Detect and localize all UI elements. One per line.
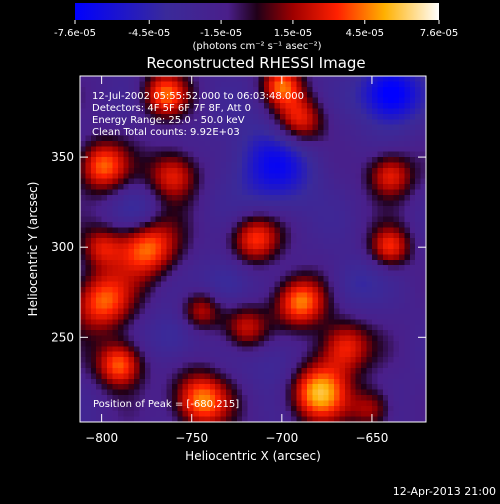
- plot-frame: [79, 75, 427, 423]
- colorbar-ticks: -7.6e-05 -4.5e-05 -1.5e-05 1.5e-05 4.5e-05 7.…: [54, 20, 458, 39]
- colorbar-tick-label: -7.6e-05: [54, 28, 96, 39]
- annotation-line: Detectors: 4F 5F 6F 7F 8F, Att 0: [92, 103, 251, 114]
- chart-title: Reconstructed RHESSI Image: [146, 54, 365, 72]
- y-tick-label: 300: [51, 240, 74, 254]
- annotations: 12-Jul-2002 05:55:52.000 to 06:03:48.000…: [92, 91, 304, 410]
- x-axis-label: Heliocentric X (arcsec): [185, 449, 321, 463]
- colorbar-gradient: [75, 3, 439, 20]
- x-tick-label: −700: [265, 431, 298, 445]
- colorbar-tick-label: 4.5e-05: [346, 28, 384, 39]
- x-tick-label: −650: [355, 431, 388, 445]
- x-tick-label: −750: [175, 431, 208, 445]
- y-axis: 250 300 350: [51, 150, 426, 344]
- peak-position-label: Position of Peak = [-680,215]: [93, 399, 239, 410]
- annotation-line: Energy Range: 25.0 - 50.0 keV: [92, 115, 245, 126]
- x-tick-label: −800: [85, 431, 118, 445]
- y-tick-label: 250: [51, 330, 74, 344]
- y-axis-label: Heliocentric Y (arcsec): [26, 182, 40, 317]
- colorbar-tick-label: -4.5e-05: [128, 28, 170, 39]
- x-axis: −800 −750 −700 −650: [85, 76, 388, 445]
- colorbar-tick-label: 7.6e-05: [420, 28, 458, 39]
- colorbar: -7.6e-05 -4.5e-05 -1.5e-05 1.5e-05 4.5e-05 7.…: [54, 3, 458, 52]
- colorbar-unit-label: (photons cm⁻² s⁻¹ asec⁻²): [192, 41, 321, 52]
- colorbar-tick-label: -1.5e-05: [200, 28, 242, 39]
- heatmap-image: [80, 76, 426, 422]
- annotation-line: Clean Total counts: 9.92E+03: [92, 127, 240, 138]
- y-tick-label: 350: [51, 150, 74, 164]
- timestamp: 12-Apr-2013 21:00: [393, 485, 496, 498]
- annotation-line: 12-Jul-2002 05:55:52.000 to 06:03:48.000: [92, 91, 304, 102]
- colorbar-tick-label: 1.5e-05: [274, 28, 312, 39]
